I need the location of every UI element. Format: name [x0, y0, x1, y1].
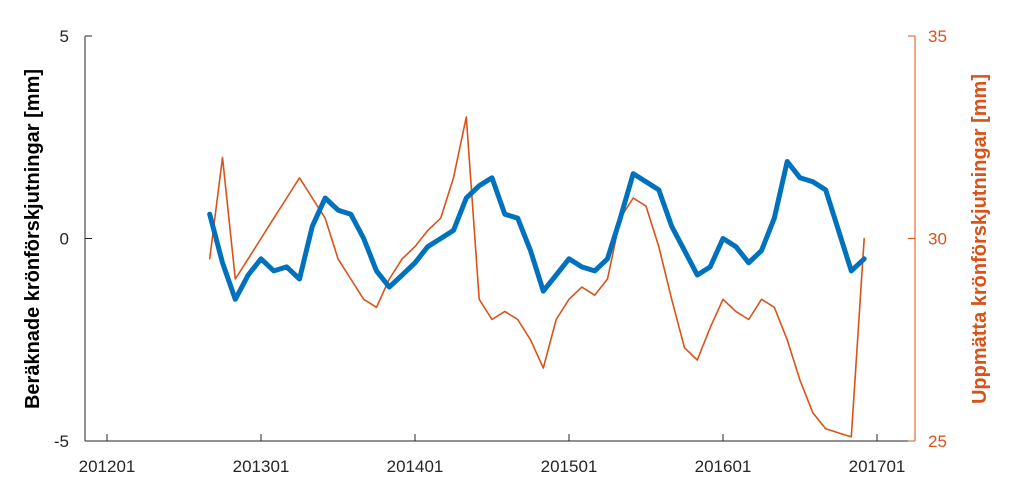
right-y-tick-label: 30: [928, 230, 947, 249]
x-tick-label: 201201: [79, 457, 136, 476]
x-tick-label: 201301: [233, 457, 290, 476]
right-y-tick-label: 35: [928, 27, 947, 46]
right-axis-title: Uppmätta krönförskjutningar [mm]: [969, 74, 991, 404]
left-axis-title: Beräknade krönförskjutningar [mm]: [22, 69, 44, 409]
left-y-tick-label: 0: [60, 230, 69, 249]
left-y-tick-label: -5: [54, 432, 69, 451]
ticks: 201201 201301 201401 201501 201601 201701 -5 0 5…: [54, 27, 947, 476]
left-y-tick-label: 5: [60, 27, 69, 46]
x-tick-label: 201401: [387, 457, 444, 476]
axes: [84, 36, 916, 442]
x-tick-label: 201701: [849, 457, 906, 476]
right-y-tick-label: 25: [928, 432, 947, 451]
x-tick-label: 201601: [695, 457, 752, 476]
computed-series-line: [207, 159, 867, 302]
x-tick-label: 201501: [541, 457, 598, 476]
plot-area: [207, 116, 867, 438]
